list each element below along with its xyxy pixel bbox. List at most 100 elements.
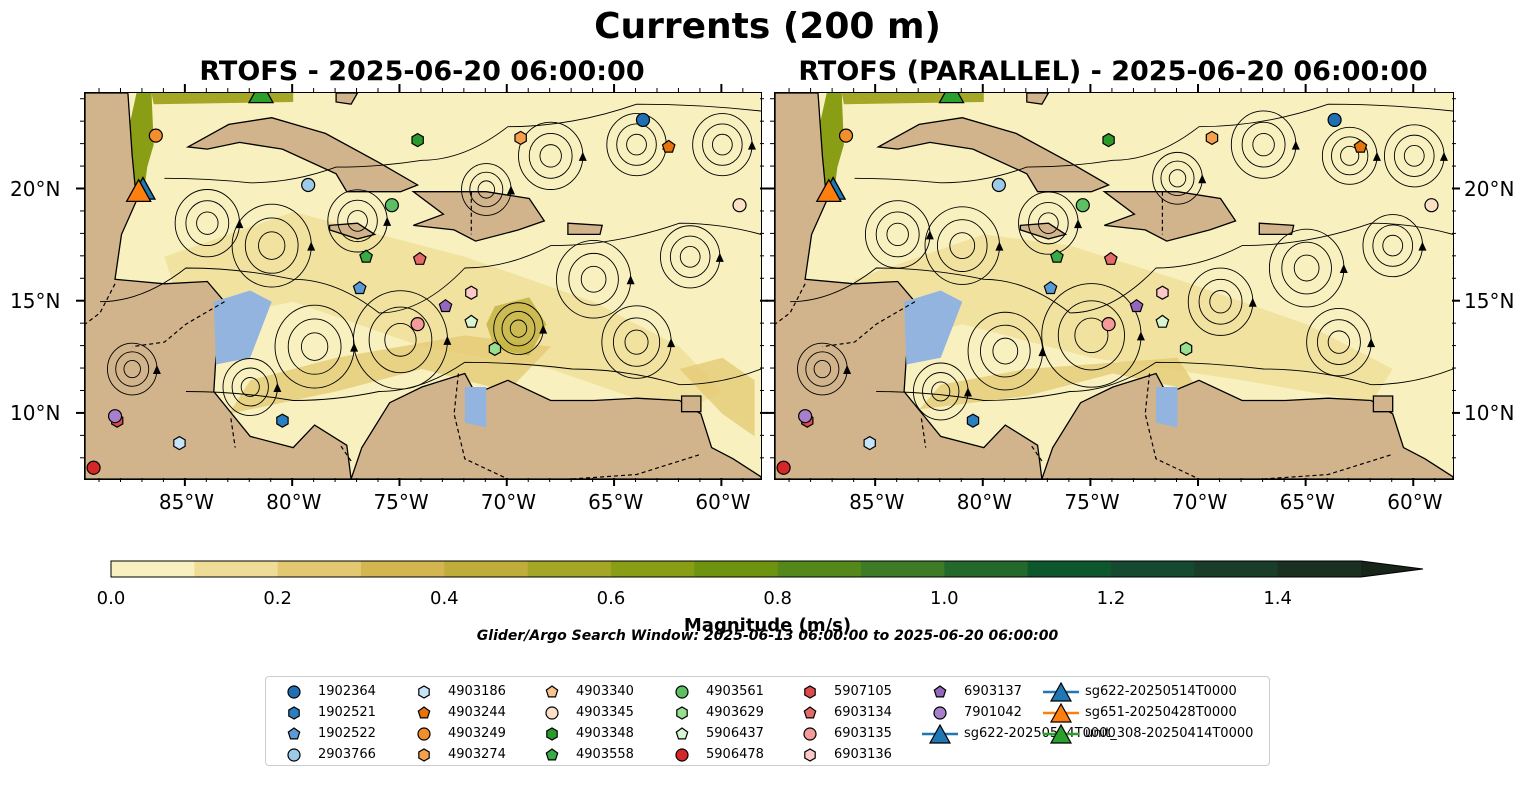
land-south-america	[1041, 372, 1453, 479]
legend-item-label: 4903274	[448, 747, 506, 762]
country-border	[775, 283, 806, 325]
legend-item: 7901042	[920, 702, 1116, 723]
legend-item: 4903249	[404, 723, 506, 744]
lon-tick-label: 75°W	[1064, 490, 1120, 514]
float-6903136	[465, 285, 478, 300]
streamline	[1037, 212, 1059, 234]
streamline	[679, 246, 701, 268]
streamline	[580, 265, 607, 293]
legend-marker-icon	[922, 723, 958, 744]
streamline	[196, 211, 219, 235]
legend-item-label: 4903244	[448, 705, 506, 720]
current-band	[854, 234, 1393, 403]
float-4903186	[173, 435, 186, 451]
lon-tick-label: 80°W	[266, 490, 322, 514]
colorbar-tick-label: 0.6	[596, 588, 626, 609]
streamline	[813, 359, 832, 379]
legend-item: 4903345	[532, 702, 634, 723]
colorbar-tick-label: 0.0	[96, 588, 126, 609]
lon-tick-label: 60°W	[1387, 490, 1443, 514]
legend-marker-icon	[675, 747, 689, 762]
legend-item-label: 6903137	[964, 684, 1022, 699]
legend-item: unit_308-20250414T0000	[1041, 723, 1253, 744]
streamline	[1281, 241, 1332, 295]
colorbar-label: Magnitude (m/s)	[683, 615, 852, 636]
colorbar-segment	[527, 561, 612, 577]
float-4903274	[1205, 130, 1219, 146]
colorbar-segment	[1194, 561, 1279, 577]
legend-item: 2903766	[274, 744, 376, 765]
legend-item: 4903561	[662, 681, 764, 702]
map-panel-rtofs-parallel[interactable]	[774, 92, 1454, 480]
lon-tick-label: 70°W	[1172, 490, 1228, 514]
land-cuba	[185, 117, 420, 193]
float-4903249	[148, 128, 163, 143]
colorbar-tick-label: 1.2	[1096, 588, 1126, 609]
colorbar-tick-label: 0.2	[263, 588, 292, 609]
colorbar-segment	[1277, 561, 1362, 577]
float-4903629	[1179, 341, 1193, 356]
streamline	[790, 222, 1453, 314]
map-canvas-left	[85, 93, 761, 479]
legend-item-label: 1902521	[318, 705, 376, 720]
country-border	[85, 283, 116, 325]
legend-item-label: 2903766	[318, 747, 376, 762]
streamline-arrow	[1038, 347, 1047, 357]
float-5906478	[776, 460, 791, 475]
streamline	[231, 367, 269, 407]
float-4903274	[514, 130, 527, 146]
float-4903561	[1075, 198, 1090, 213]
colorbar-segment	[111, 561, 195, 577]
legend-marker-icon	[288, 705, 300, 720]
streamline	[1331, 136, 1369, 176]
float-4903244	[1353, 139, 1368, 153]
legend-item: 4903274	[404, 744, 506, 765]
streamline	[805, 351, 840, 387]
panel-right-title: RTOFS (PARALLEL) - 2025-06-20 06:00:00	[798, 56, 1428, 87]
country-border	[572, 453, 702, 479]
streamline	[123, 359, 141, 379]
streamline	[1209, 290, 1232, 314]
legend-item-label: 4903249	[448, 726, 506, 741]
colorbar-segment	[777, 561, 862, 577]
legend-item-label: 4903561	[706, 684, 764, 699]
streamline	[368, 306, 433, 374]
streamline	[1393, 134, 1435, 178]
streamline	[612, 317, 661, 367]
legend-marker-icon	[545, 747, 559, 760]
streamline	[240, 377, 260, 397]
land-hispaniola	[411, 191, 546, 242]
legend-marker-icon	[803, 726, 817, 741]
streamline	[469, 171, 504, 208]
legend-marker-icon	[287, 726, 301, 739]
streamline	[1340, 145, 1360, 166]
streamline	[1252, 132, 1275, 157]
colorbar-outline	[110, 560, 1424, 578]
glider-unit_308-20250414T0000	[247, 93, 275, 104]
streamline-arrow	[506, 185, 515, 195]
legend-item-label: 4903186	[448, 684, 506, 699]
streamline	[164, 103, 761, 184]
streamline-arrow	[1136, 331, 1145, 341]
streamline	[1160, 160, 1195, 196]
nicaragua-shelf	[904, 290, 963, 365]
streamline	[669, 235, 711, 278]
legend-item-label: 1902364	[318, 684, 376, 699]
land-bahamas	[335, 93, 359, 105]
streamline	[1327, 330, 1351, 354]
streamline-arrow	[1291, 140, 1300, 150]
legend-marker-icon	[287, 747, 301, 762]
streamline-arrow	[152, 365, 161, 375]
map-panel-rtofs[interactable]	[84, 92, 762, 480]
legend: 1902364 1902521 1902522 2903766 4903186 49032…	[265, 676, 1270, 766]
streamline	[624, 329, 649, 355]
float-7901042	[798, 409, 813, 424]
streamline-arrow	[995, 241, 1004, 251]
lat-tick-label: 20°N	[1464, 176, 1515, 201]
figure-title: Currents (200 m)	[594, 6, 941, 47]
legend-item-label: 4903348	[576, 726, 634, 741]
current-band	[486, 297, 547, 356]
legend-marker-icon	[933, 705, 947, 720]
legend-marker-icon	[1043, 723, 1079, 744]
float-2903766	[301, 177, 316, 193]
